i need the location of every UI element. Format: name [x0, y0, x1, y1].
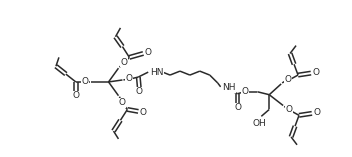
- Text: O: O: [119, 98, 126, 107]
- Text: O: O: [72, 91, 79, 100]
- Text: O: O: [313, 108, 320, 117]
- Text: NH: NH: [222, 83, 235, 92]
- Text: O: O: [242, 87, 249, 96]
- Text: O: O: [136, 87, 143, 96]
- Text: O: O: [234, 103, 241, 112]
- Text: O: O: [121, 58, 128, 67]
- Text: O: O: [312, 68, 319, 77]
- Text: O: O: [285, 105, 293, 114]
- Text: O: O: [81, 77, 88, 87]
- Text: OH: OH: [252, 119, 266, 128]
- Text: O: O: [126, 74, 133, 84]
- Text: O: O: [285, 76, 291, 84]
- Text: O: O: [140, 108, 147, 117]
- Text: HN: HN: [150, 68, 164, 77]
- Text: O: O: [145, 48, 152, 57]
